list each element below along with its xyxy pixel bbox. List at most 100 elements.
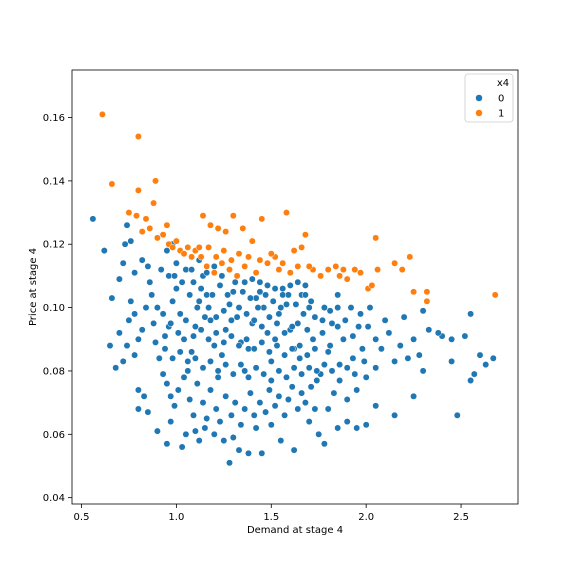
x-axis-label: Demand at stage 4 — [247, 525, 343, 536]
point-series1-68 — [220, 247, 228, 255]
point-series1-74 — [279, 259, 287, 267]
point-series0-30 — [245, 449, 252, 457]
point-series1-9 — [138, 228, 146, 236]
point-series0-84 — [324, 348, 332, 356]
point-series0-151 — [275, 310, 283, 318]
point-series1-0 — [98, 110, 106, 118]
point-series0-184 — [172, 259, 180, 267]
point-series0-112 — [180, 373, 188, 381]
point-series0-160 — [241, 367, 249, 375]
point-series0-103 — [144, 262, 152, 270]
point-series0-39 — [334, 424, 342, 432]
point-series0-105 — [152, 338, 159, 346]
point-series0-183 — [165, 272, 173, 280]
point-series0-211 — [360, 357, 368, 365]
point-series0-89 — [163, 247, 171, 255]
point-series0-96 — [134, 335, 142, 343]
point-series0-40 — [343, 418, 351, 426]
point-series0-49 — [453, 411, 461, 419]
point-series1-20 — [188, 253, 196, 261]
point-series0-2 — [108, 294, 116, 302]
point-series1-39 — [332, 262, 340, 270]
point-series1-59 — [241, 262, 249, 270]
x-tick-label-4: 2.5 — [453, 512, 469, 523]
point-series0-276 — [307, 297, 315, 305]
point-series0-239 — [174, 329, 182, 337]
x-tick-label-0: 0.5 — [74, 512, 90, 523]
point-series0-170 — [203, 291, 211, 299]
point-series0-29 — [235, 446, 243, 454]
point-series1-58 — [233, 272, 241, 280]
point-series0-247 — [235, 342, 243, 350]
point-series0-120 — [216, 418, 224, 426]
point-series0-70 — [372, 364, 380, 372]
point-series0-185 — [182, 266, 190, 274]
point-series0-31 — [252, 424, 260, 432]
plot-area — [72, 70, 518, 504]
point-series0-222 — [275, 367, 283, 375]
point-series0-242 — [197, 326, 205, 334]
point-series0-260 — [334, 304, 342, 312]
point-series0-154 — [264, 329, 271, 337]
point-series0-241 — [190, 332, 197, 340]
point-series1-75 — [305, 262, 313, 270]
point-series0-15 — [140, 392, 148, 400]
point-series0-194 — [250, 316, 258, 324]
point-series0-200 — [296, 342, 304, 350]
point-series0-169 — [207, 316, 214, 324]
point-series0-1 — [100, 247, 108, 255]
point-series0-214 — [336, 377, 344, 384]
point-series1-22 — [195, 243, 203, 251]
point-series0-265 — [224, 291, 232, 299]
point-series0-110 — [171, 402, 178, 410]
point-series0-191 — [227, 316, 235, 324]
point-series0-12 — [131, 351, 139, 359]
point-series0-221 — [283, 373, 290, 381]
point-series0-235 — [176, 348, 184, 356]
axes-frame — [71, 69, 519, 505]
y-tick-label-2: 0.08 — [43, 366, 65, 377]
point-series0-230 — [214, 367, 222, 375]
point-series0-197 — [273, 319, 281, 327]
point-series0-210 — [372, 335, 380, 343]
y-tick-label-4: 0.12 — [43, 240, 65, 251]
point-series0-48 — [448, 357, 456, 365]
point-series0-259 — [326, 307, 334, 315]
point-series0-93 — [146, 278, 154, 286]
point-series1-28 — [239, 224, 247, 232]
point-series0-141 — [313, 367, 321, 375]
point-series0-257 — [311, 313, 319, 321]
y-tick-label-5: 0.14 — [43, 176, 65, 187]
point-series0-144 — [301, 281, 309, 289]
point-series0-266 — [231, 278, 239, 286]
point-series0-256 — [303, 326, 311, 334]
point-series1-69 — [227, 256, 235, 264]
point-series0-16 — [144, 408, 152, 416]
point-series0-168 — [210, 342, 218, 350]
point-series1-5 — [150, 199, 158, 207]
point-series0-164 — [226, 300, 233, 308]
point-series0-263 — [208, 291, 216, 299]
point-series0-237 — [161, 332, 169, 340]
point-series0-125 — [241, 405, 249, 413]
point-series0-188 — [205, 304, 213, 312]
point-series0-23 — [195, 437, 203, 445]
point-series0-279 — [171, 272, 178, 280]
point-series0-101 — [131, 269, 139, 277]
point-series1-71 — [245, 253, 252, 261]
point-series0-36 — [305, 418, 313, 426]
point-series0-172 — [195, 297, 203, 305]
point-series0-51 — [467, 377, 475, 384]
point-series0-61 — [415, 351, 423, 359]
point-series0-294 — [294, 278, 302, 286]
point-series0-250 — [258, 338, 266, 346]
point-series0-133 — [281, 411, 289, 419]
point-series1-64 — [294, 262, 302, 270]
point-series0-137 — [298, 389, 306, 397]
point-series0-217 — [313, 377, 321, 384]
point-series0-254 — [288, 345, 296, 353]
point-series0-81 — [334, 291, 342, 299]
legend-label-0: 0 — [498, 94, 504, 105]
legend-marker-1 — [475, 109, 483, 117]
point-series0-255 — [296, 354, 304, 362]
